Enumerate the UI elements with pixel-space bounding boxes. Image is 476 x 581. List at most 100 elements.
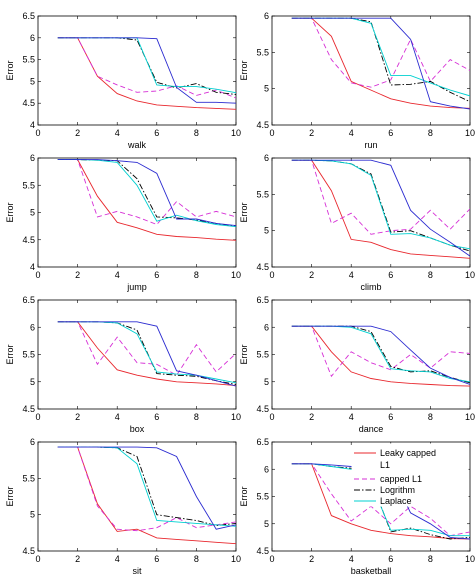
y-tick-label: 6.5 (256, 295, 269, 305)
x-tick-label: 4 (349, 270, 354, 280)
series-line-2 (291, 17, 470, 88)
series-line-3 (57, 37, 236, 95)
legend-label: Logrithm (380, 485, 415, 495)
x-tick-label: 0 (269, 412, 274, 422)
plot-frame (37, 157, 237, 268)
series-line-3 (291, 17, 470, 103)
y-tick-label: 6 (264, 153, 269, 163)
x-tick-label: 2 (309, 270, 314, 280)
y-tick-label: 5.5 (22, 180, 35, 190)
x-tick-label: 2 (75, 128, 80, 138)
x-tick-label: 2 (75, 554, 80, 564)
plot-frame (37, 299, 237, 410)
series-line-5 (57, 159, 236, 227)
series-line-2 (291, 159, 470, 235)
plot-frame (271, 157, 471, 268)
y-axis-label: Error (239, 344, 249, 364)
x-tick-label: 8 (194, 554, 199, 564)
y-tick-label: 4.5 (22, 235, 35, 245)
y-tick-label: 4.5 (256, 262, 269, 272)
x-tick-label: 4 (349, 554, 354, 564)
series-line-1 (291, 463, 470, 540)
y-axis-label: Error (5, 60, 15, 80)
y-tick-label: 6 (264, 322, 269, 332)
x-axis-label: run (364, 140, 377, 150)
x-tick-label: 6 (154, 128, 159, 138)
y-tick-label: 5 (30, 377, 35, 387)
y-tick-label: 5 (30, 208, 35, 218)
series-line-2 (57, 446, 236, 532)
series-line-4 (291, 17, 470, 97)
y-tick-label: 4.5 (22, 404, 35, 414)
x-tick-label: 4 (349, 128, 354, 138)
series-line-1 (57, 321, 236, 387)
x-tick-label: 10 (231, 412, 241, 422)
x-axis-label: dance (359, 424, 384, 434)
x-tick-label: 2 (75, 412, 80, 422)
y-tick-label: 6 (30, 153, 35, 163)
y-tick-label: 5.5 (256, 47, 269, 57)
x-tick-label: 4 (115, 412, 120, 422)
series-line-3 (291, 159, 470, 252)
y-tick-label: 6 (30, 322, 35, 332)
y-axis-label: Error (239, 202, 249, 222)
y-tick-label: 5.5 (256, 492, 269, 502)
x-tick-label: 4 (115, 554, 120, 564)
x-tick-label: 6 (388, 270, 393, 280)
series-line-4 (291, 159, 470, 250)
y-tick-label: 5.5 (22, 350, 35, 360)
series-line-4 (57, 159, 236, 228)
series-line-3 (291, 463, 470, 540)
series-line-4 (57, 37, 236, 94)
y-tick-label: 6 (30, 33, 35, 43)
x-tick-label: 0 (35, 412, 40, 422)
y-axis-label: Error (5, 202, 15, 222)
x-tick-label: 8 (428, 412, 433, 422)
series-line-3 (57, 159, 236, 227)
x-tick-label: 4 (115, 128, 120, 138)
series-line-2 (291, 325, 470, 378)
series-line-5 (291, 17, 470, 110)
series-line-2 (57, 159, 236, 226)
x-tick-label: 0 (35, 270, 40, 280)
y-tick-label: 5 (264, 519, 269, 529)
chart-panel-7: 0 2 4 6 8 10 4.5 5 5.5 6 sit Error (5, 437, 241, 576)
series-line-2 (57, 37, 236, 99)
x-tick-label: 6 (154, 412, 159, 422)
x-tick-label: 2 (75, 270, 80, 280)
x-tick-label: 10 (231, 270, 241, 280)
chart-panel-3: 0 2 4 6 8 10 4 4.5 5 5.5 6 jump Error (5, 153, 241, 292)
x-tick-label: 0 (269, 270, 274, 280)
chart-panel-2: 0 2 4 6 8 10 4.5 5 5.5 6 run Error (239, 11, 475, 150)
series-line-3 (57, 321, 236, 385)
y-tick-label: 5 (30, 76, 35, 86)
y-tick-label: 6 (30, 437, 35, 447)
y-tick-label: 5 (264, 226, 269, 236)
series-line-2 (57, 321, 236, 376)
plot-frame (37, 441, 237, 552)
y-tick-label: 5.5 (256, 350, 269, 360)
series-line-1 (291, 325, 470, 387)
chart-panel-4: 0 2 4 6 8 10 4.5 5 5.5 6 climb Error (239, 153, 475, 292)
y-tick-label: 4.5 (256, 546, 269, 556)
legend-label-line: Leaky capped (380, 448, 436, 458)
x-tick-label: 10 (231, 128, 241, 138)
legend-box (351, 443, 469, 507)
y-axis-label: Error (5, 486, 15, 506)
legend-label: Laplace (380, 496, 412, 506)
chart-panel-8: 0 2 4 6 8 10 4.5 5 5.5 6 6.5 basketball Error Leaky c… (239, 437, 475, 576)
legend-label-line: L1 (380, 460, 390, 470)
x-tick-label: 6 (154, 554, 159, 564)
plot-frame (37, 15, 237, 126)
y-axis-label: Error (239, 60, 249, 80)
y-tick-label: 5.5 (256, 189, 269, 199)
x-tick-label: 6 (388, 412, 393, 422)
x-tick-label: 0 (35, 128, 40, 138)
y-tick-label: 4.5 (256, 120, 269, 130)
x-tick-label: 2 (309, 128, 314, 138)
x-tick-label: 2 (309, 554, 314, 564)
y-tick-label: 4.5 (22, 546, 35, 556)
x-tick-label: 10 (465, 128, 475, 138)
x-tick-label: 0 (269, 554, 274, 564)
series-line-5 (291, 325, 470, 385)
